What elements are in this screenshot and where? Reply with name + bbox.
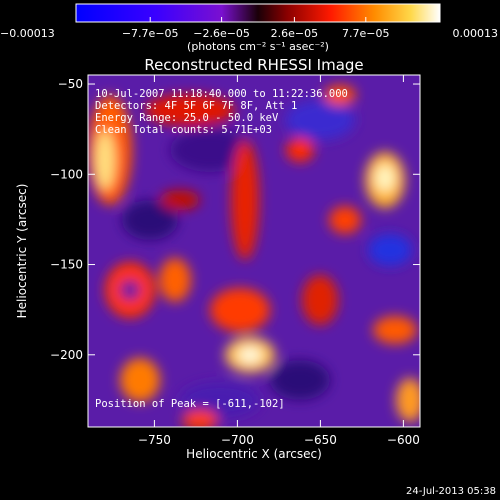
colorbar: −0.00013 −7.7e−05 −2.6e−05 2.6e−05 7.7e−05 0.… bbox=[0, 3, 498, 53]
chart-title: Reconstructed RHESSI Image bbox=[144, 56, 363, 74]
x-axis: −750 −700 −650 −600 bbox=[138, 75, 420, 447]
colorbar-gradient bbox=[75, 3, 441, 23]
y-axis: −50 −100 −150 −200 bbox=[50, 77, 420, 362]
colorbar-unit-label: (photons cm⁻² s⁻¹ asec⁻²) bbox=[187, 40, 329, 53]
y-tick-label: −200 bbox=[50, 348, 83, 362]
x-tick-label: −600 bbox=[387, 433, 420, 447]
annotation-energy-range: Energy Range: 25.0 - 50.0 keV bbox=[95, 112, 279, 124]
colorbar-tick-label: −2.6e−05 bbox=[193, 27, 250, 40]
annotation-detectors: Detectors: 4F 5F 6F 7F 8F, Att 1 bbox=[95, 100, 297, 112]
annotation-method-counts: Clean Total counts: 5.71E+03 bbox=[95, 124, 272, 136]
y-tick-label: −50 bbox=[58, 77, 83, 91]
colorbar-tick-label: 0.00013 bbox=[453, 27, 499, 40]
x-tick-label: −650 bbox=[304, 433, 337, 447]
image-blobs bbox=[88, 85, 420, 427]
y-tick-label: −100 bbox=[50, 167, 83, 181]
x-tick-label: −750 bbox=[138, 433, 171, 447]
x-tick-label: −700 bbox=[221, 433, 254, 447]
x-axis-label: Heliocentric X (arcsec) bbox=[186, 447, 322, 461]
colorbar-tick-label: 7.7e−05 bbox=[342, 27, 389, 40]
colorbar-tick-label: −7.7e−05 bbox=[122, 27, 179, 40]
annotation-time-range: 10-Jul-2007 11:18:40.000 to 11:22:36.000 bbox=[95, 88, 348, 100]
annotation-peak-position: Position of Peak = [-611,-102] bbox=[95, 398, 285, 410]
plot-frame bbox=[87, 74, 421, 428]
heatmap-image: 10-Jul-2007 11:18:40.000 to 11:22:36.000… bbox=[88, 75, 420, 427]
colorbar-tick-label: −0.00013 bbox=[0, 27, 55, 40]
colorbar-ticks: −0.00013 −7.7e−05 −2.6e−05 2.6e−05 7.7e−05 0.… bbox=[0, 17, 498, 40]
colorbar-tick-label: 2.6e−05 bbox=[271, 27, 318, 40]
y-tick-label: −150 bbox=[50, 258, 83, 272]
timestamp: 24-Jul-2013 05:38 bbox=[406, 486, 496, 497]
y-axis-label: Heliocentric Y (arcsec) bbox=[15, 184, 29, 319]
